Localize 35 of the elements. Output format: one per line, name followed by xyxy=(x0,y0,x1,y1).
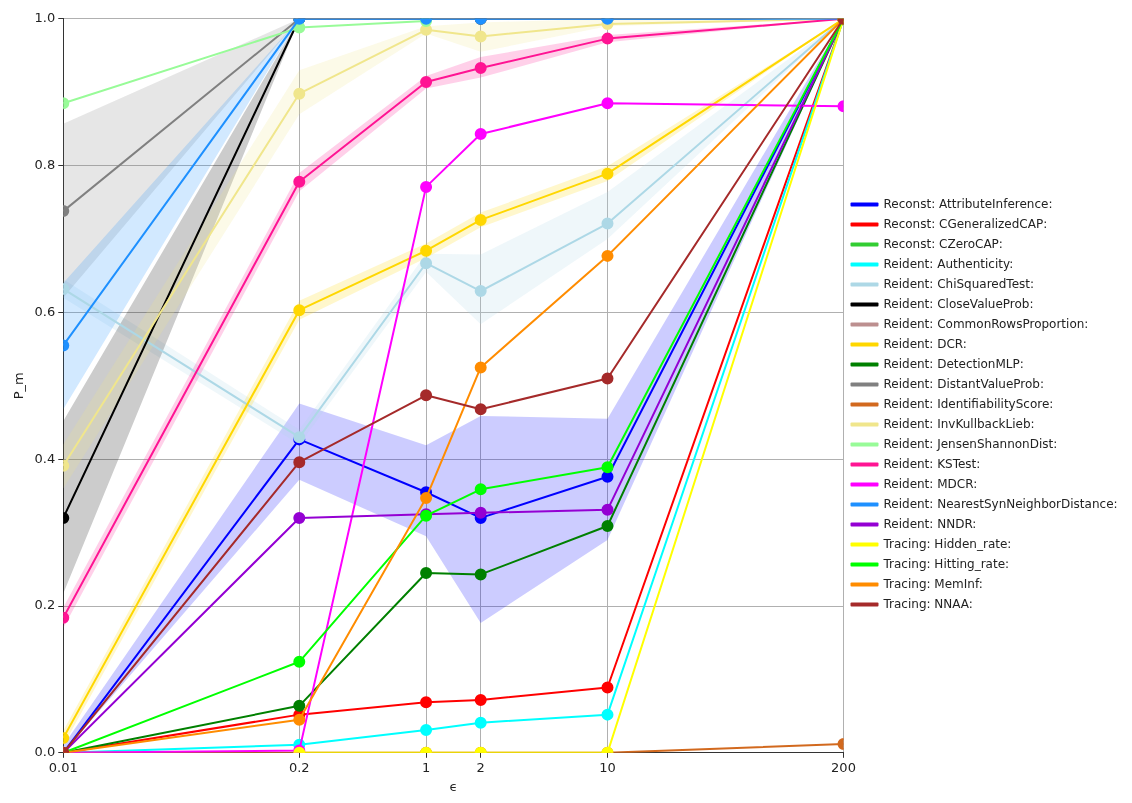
x-tick-label: 200 xyxy=(831,759,856,775)
x-tick-label: 0.01 xyxy=(48,759,78,775)
x-tick-label: 2 xyxy=(476,759,485,775)
legend-label: Reconst: AttributeInference: xyxy=(883,196,1053,211)
legend-label: Tracing: NNAA: xyxy=(882,596,973,611)
x-tick-label: 10 xyxy=(599,759,616,775)
legend-label: Reident: JensenShannonDist: xyxy=(883,436,1058,451)
y-tick-label: 0.6 xyxy=(34,303,56,319)
legend-label: Reident: CloseValueProb: xyxy=(883,296,1034,311)
y-tick-label: 0.4 xyxy=(34,450,56,466)
y-tick-label: 1.0 xyxy=(34,10,56,26)
y-tick-label: 0.8 xyxy=(34,156,56,172)
legend-label: Reident: MDCR: xyxy=(883,476,978,491)
legend-label: Tracing: MemInf: xyxy=(882,576,983,591)
x-axis-title: ϵ xyxy=(449,778,458,794)
x-tick-label: 1 xyxy=(421,759,431,775)
y-axis-title: P_m xyxy=(11,372,27,400)
legend-label: Reident: DCR: xyxy=(883,336,967,351)
legend-label: Reident: CommonRowsProportion: xyxy=(883,316,1089,331)
legend-label: Reident: DistantValueProb: xyxy=(883,376,1045,391)
y-tick-label: 0.0 xyxy=(34,744,56,760)
x-tick-label: 0.2 xyxy=(288,759,310,775)
legend-label: Reident: DetectionMLP: xyxy=(883,356,1024,371)
legend-label: Tracing: Hidden_rate: xyxy=(882,536,1012,551)
legend-label: Reident: NNDR: xyxy=(883,516,977,531)
legend-label: Tracing: Hitting_rate: xyxy=(882,556,1010,571)
legend-label: Reident: ChiSquaredTest: xyxy=(883,276,1035,291)
legend-label: Reident: InvKullbackLieb: xyxy=(883,416,1035,431)
legend-label: Reident: KSTest: xyxy=(883,456,981,471)
legend-label: Reident: NearestSynNeighborDistance: xyxy=(883,496,1118,511)
legend-label: Reident: Authenticity: xyxy=(883,256,1014,271)
legend-label: Reident: IdentifiabilityScore: xyxy=(883,396,1054,411)
y-tick-label: 0.2 xyxy=(34,597,56,613)
legend-label: Reconst: CGeneralizedCAP: xyxy=(883,216,1048,231)
legend-label: Reconst: CZeroCAP: xyxy=(883,236,1003,251)
